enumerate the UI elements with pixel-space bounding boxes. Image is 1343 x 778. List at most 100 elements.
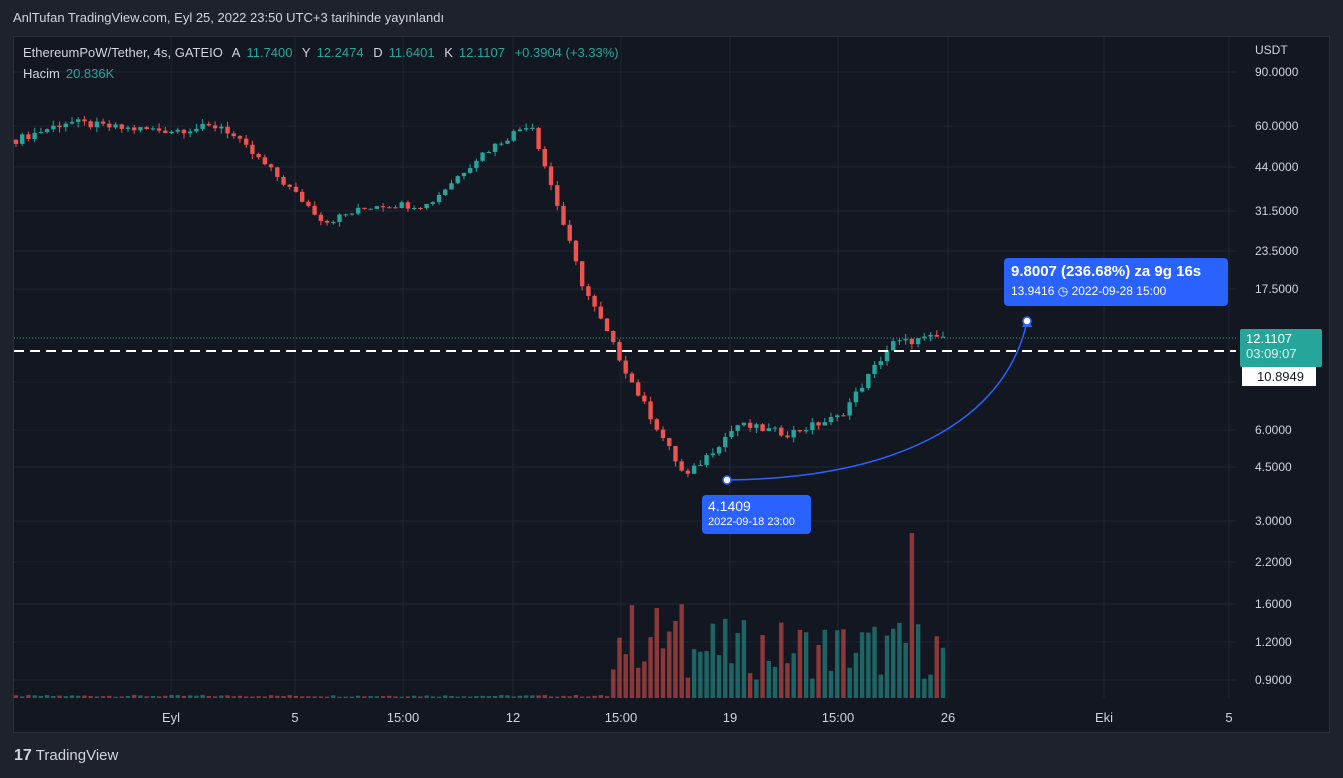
candle-body	[219, 126, 224, 129]
volume-bar	[878, 674, 883, 698]
candle-body	[26, 134, 31, 140]
volume-bar	[704, 651, 709, 698]
volume-bar	[673, 620, 678, 698]
chart-frame[interactable]	[13, 36, 1330, 733]
candle-body	[654, 419, 660, 430]
candle-body	[517, 129, 523, 132]
candle-body	[648, 401, 653, 420]
volume-bar	[113, 696, 118, 698]
x-tick-label: 15:00	[822, 710, 855, 725]
volume-bar	[57, 695, 62, 698]
low-label: D	[373, 45, 383, 60]
volume-bar	[779, 622, 784, 698]
candle-body	[604, 318, 610, 332]
candle-body	[704, 455, 709, 465]
candle-body	[306, 201, 311, 206]
volume-bar	[206, 695, 212, 698]
candle-body	[698, 464, 703, 466]
candle-body	[150, 128, 156, 130]
candle-body	[94, 121, 100, 128]
candle-body	[355, 207, 361, 214]
candle-body	[555, 185, 560, 206]
volume-bar	[648, 637, 653, 698]
volume-bar	[598, 695, 604, 698]
measure-end-handle[interactable]	[1022, 316, 1032, 326]
candle-body	[44, 129, 50, 133]
candle-body	[573, 240, 579, 262]
x-tick-label: 19	[723, 710, 737, 725]
candle-body	[125, 127, 131, 129]
volume-bar	[866, 632, 871, 698]
high-label: Y	[301, 45, 311, 60]
volume-bar	[872, 626, 877, 698]
candle-body	[175, 129, 180, 132]
measure-result-callout[interactable]: 9.8007 (236.68%) za 9g 16s 13.9416 ◷ 202…	[1004, 258, 1228, 306]
volume-bar	[903, 642, 908, 698]
candle-body	[679, 461, 684, 471]
last-price-value: 12.1107	[1246, 331, 1293, 346]
candle-body	[362, 207, 367, 209]
volume-bar	[928, 674, 933, 698]
tradingview-logo[interactable]: 17 TradingView	[14, 747, 118, 765]
volume-bar	[511, 696, 516, 698]
candle-body	[200, 123, 205, 129]
volume-bar	[88, 696, 93, 698]
candle-body	[76, 119, 81, 122]
candle-body	[897, 340, 902, 342]
candle-body	[623, 360, 628, 374]
volume-bar	[561, 695, 566, 698]
x-tick-label: Eki	[1095, 710, 1113, 725]
volume-bar	[909, 533, 915, 698]
candle-body	[505, 140, 510, 144]
candle-body	[511, 131, 516, 141]
volume-bar	[225, 695, 230, 698]
candle-body	[542, 148, 548, 167]
y-tick-label: 0.9000	[1255, 673, 1292, 687]
volume-bar	[219, 695, 224, 698]
candle-body	[567, 224, 572, 241]
volume-bar	[467, 696, 473, 698]
volume-bar	[586, 696, 591, 698]
candle-body	[405, 202, 411, 209]
x-tick-label: 15:00	[387, 710, 420, 725]
candle-body	[878, 361, 883, 365]
currency-unit: USDT	[1255, 43, 1288, 57]
volume-bar	[822, 629, 827, 698]
volume-bar	[411, 695, 417, 698]
candle-body	[729, 430, 734, 437]
x-tick-label: 26	[941, 710, 955, 725]
last-price-tag: 12.1107 03:09:07	[1240, 329, 1322, 367]
volume-bar	[418, 696, 423, 698]
candle-body	[100, 121, 106, 124]
candle-body	[710, 453, 716, 456]
volume-bar	[505, 695, 510, 698]
candle-body	[822, 422, 827, 426]
candle-body	[685, 470, 691, 474]
volume-bar	[785, 663, 790, 698]
volume-bar	[430, 696, 436, 698]
candle-body	[922, 336, 927, 339]
candle-body	[312, 205, 317, 215]
candle-body	[13, 139, 19, 144]
measure-arc[interactable]	[726, 321, 1028, 481]
published-caption: AnlTufan TradingView.com, Eyl 25, 2022 2…	[13, 10, 445, 25]
symbol-label[interactable]: EthereumPoW/Tether, 4s, GATEIO	[23, 45, 223, 60]
volume-legend: Hacim 20.836K	[23, 66, 114, 81]
volume-bar	[212, 696, 218, 698]
volume-bar	[803, 632, 809, 698]
volume-bar	[455, 696, 460, 698]
y-tick-label: 60.0000	[1255, 119, 1299, 133]
volume-bar	[324, 696, 330, 698]
volume-bar	[754, 679, 759, 698]
volume-bar	[716, 655, 722, 698]
candle-body	[859, 388, 865, 392]
candle-body	[847, 402, 852, 416]
measure-start-handle[interactable]	[722, 475, 732, 485]
volume-bar	[156, 696, 162, 698]
y-tick-label: 90.0000	[1255, 65, 1299, 79]
candle-body	[716, 447, 722, 454]
measure-start-callout[interactable]: 4.1409 2022-09-18 23:00	[702, 495, 811, 534]
candle-body	[368, 208, 373, 210]
candle-body	[642, 395, 647, 402]
